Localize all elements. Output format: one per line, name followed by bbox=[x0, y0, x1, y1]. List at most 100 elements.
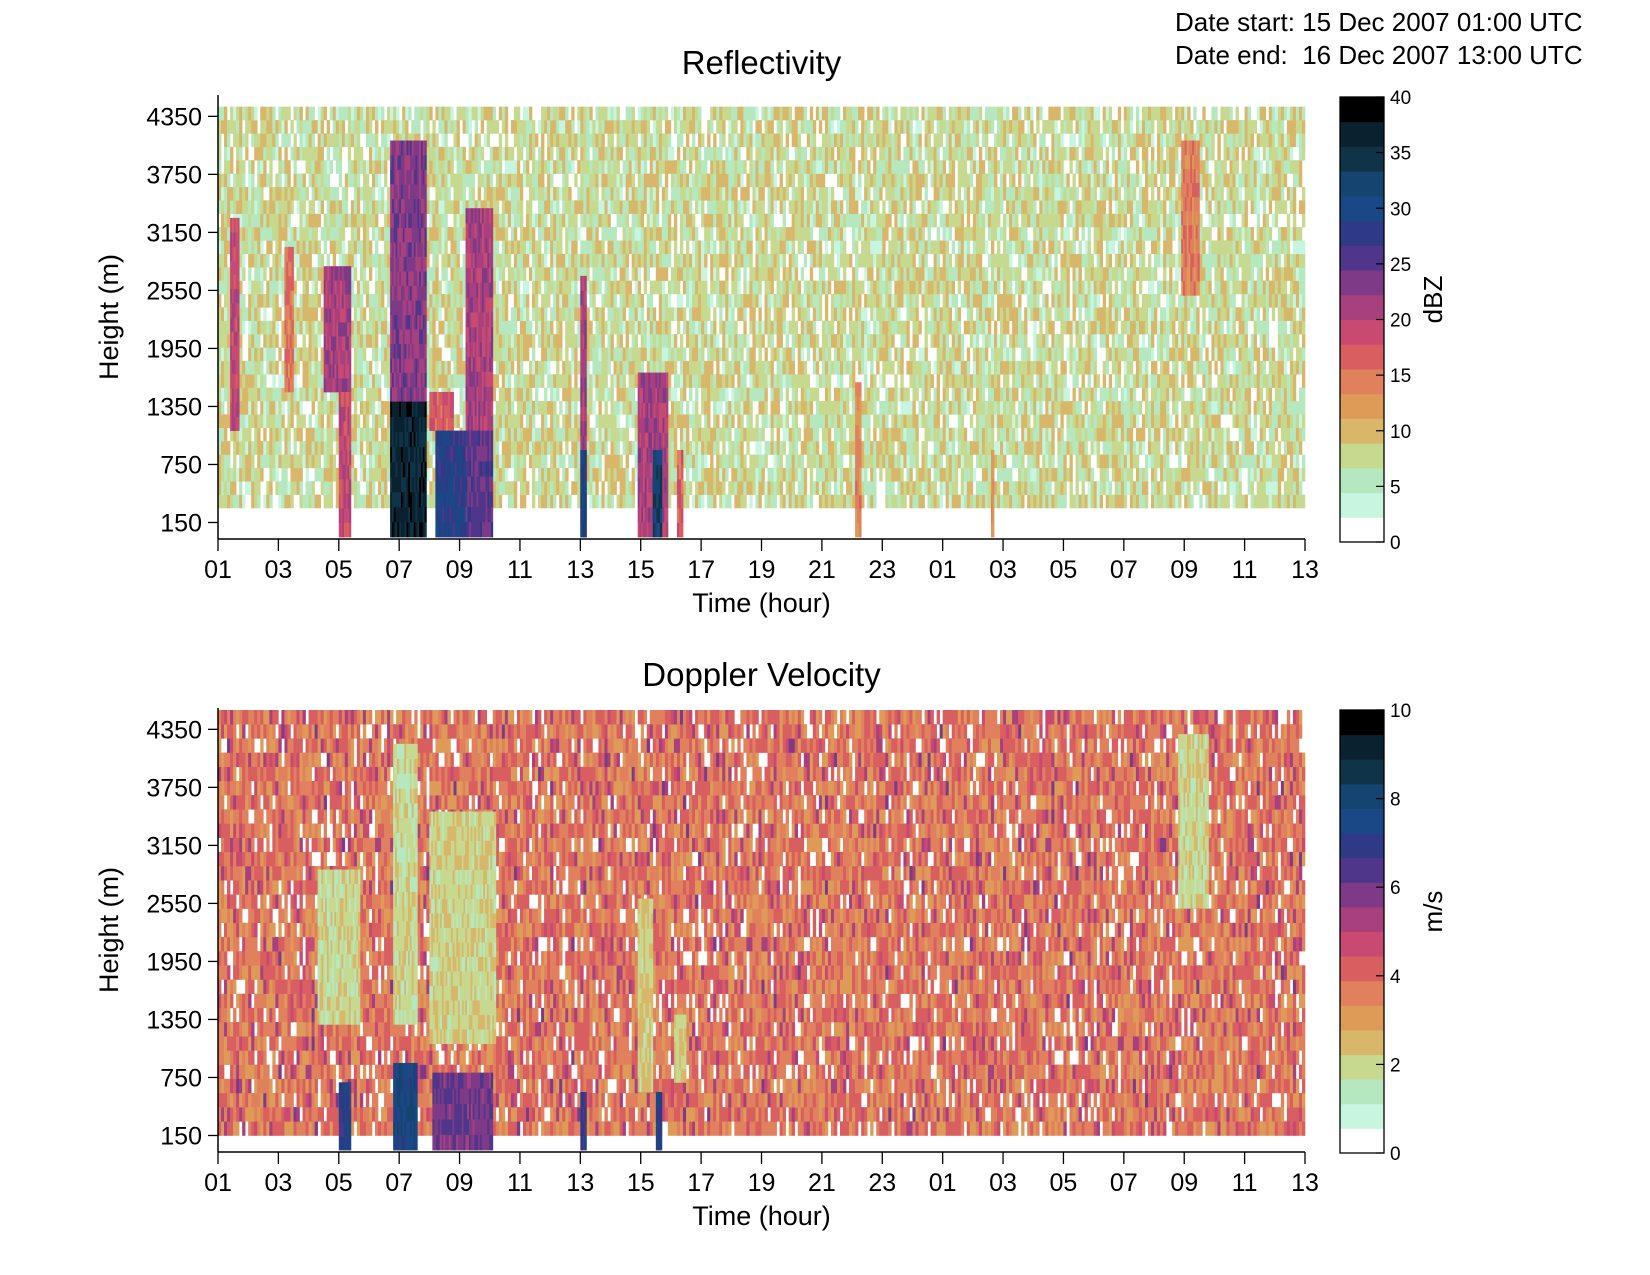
heatmap-cell bbox=[689, 374, 692, 388]
heatmap-cell bbox=[728, 481, 731, 495]
heatmap-cell bbox=[538, 240, 541, 254]
heatmap-cell bbox=[227, 160, 230, 174]
heatmap-cell bbox=[457, 200, 460, 214]
heatmap-cell bbox=[722, 133, 725, 147]
heatmap-cell bbox=[303, 147, 306, 161]
heatmap-cell bbox=[716, 334, 719, 348]
heatmap-cell bbox=[617, 281, 620, 295]
heatmap-cell bbox=[532, 361, 535, 375]
heatmap-cell bbox=[227, 468, 230, 482]
heatmap-cell bbox=[617, 120, 620, 134]
heatmap-cell bbox=[786, 120, 789, 134]
heatmap-cell bbox=[239, 428, 242, 442]
heatmap-cell bbox=[384, 307, 387, 321]
heatmap-cell bbox=[245, 214, 248, 228]
heatmap-cell bbox=[692, 401, 695, 415]
heatmap-cell bbox=[771, 401, 774, 415]
heatmap-cell bbox=[463, 414, 466, 428]
heatmap-cell bbox=[695, 414, 698, 428]
heatmap-cell bbox=[541, 495, 544, 509]
heatmap-cell bbox=[517, 281, 520, 295]
heatmap-cell bbox=[511, 441, 514, 455]
heatmap-cell bbox=[698, 347, 701, 361]
heatmap-cell bbox=[695, 107, 698, 121]
heatmap-cell bbox=[281, 495, 284, 509]
heatmap-cell bbox=[514, 133, 517, 147]
heatmap-cell bbox=[656, 334, 659, 348]
heatmap-cell bbox=[653, 361, 656, 375]
heatmap-cell bbox=[454, 120, 457, 134]
heatmap-cell bbox=[496, 481, 499, 495]
heatmap-cell bbox=[731, 347, 734, 361]
heatmap-cell bbox=[617, 160, 620, 174]
heatmap-cell bbox=[309, 361, 312, 375]
heatmap-cell bbox=[608, 160, 611, 174]
heatmap-cell bbox=[617, 347, 620, 361]
heatmap-cell bbox=[272, 107, 275, 121]
heatmap-cell bbox=[544, 401, 547, 415]
heatmap-cell bbox=[263, 321, 266, 335]
heatmap-cell bbox=[722, 294, 725, 308]
heatmap-cell bbox=[499, 495, 502, 509]
heatmap-cell bbox=[278, 481, 281, 495]
heatmap-cell bbox=[375, 294, 378, 308]
heatmap-cell bbox=[568, 321, 571, 335]
heatmap-cell bbox=[381, 441, 384, 455]
heatmap-cell bbox=[792, 281, 795, 295]
heatmap-cell bbox=[544, 334, 547, 348]
heatmap-cell bbox=[221, 374, 224, 388]
heatmap-cell bbox=[532, 254, 535, 268]
heatmap-cell bbox=[662, 361, 665, 375]
heatmap-cell bbox=[357, 414, 360, 428]
heatmap-cell bbox=[248, 374, 251, 388]
heatmap-cell bbox=[508, 454, 511, 468]
heatmap-cell bbox=[508, 174, 511, 188]
heatmap-cell bbox=[568, 187, 571, 201]
heatmap-cell bbox=[632, 240, 635, 254]
heatmap-cell bbox=[765, 267, 768, 281]
heatmap-cell bbox=[632, 347, 635, 361]
heatmap-cell bbox=[798, 334, 801, 348]
heatmap-cell bbox=[221, 454, 224, 468]
heatmap-cell bbox=[813, 388, 816, 402]
heatmap-cell bbox=[278, 187, 281, 201]
heatmap-cell bbox=[360, 240, 363, 254]
heatmap-cell bbox=[523, 307, 526, 321]
heatmap-cell bbox=[686, 214, 689, 228]
heatmap-cell bbox=[517, 160, 520, 174]
heatmap-cell bbox=[281, 388, 284, 402]
heatmap-cell bbox=[589, 481, 592, 495]
heatmap-cell bbox=[774, 374, 777, 388]
heatmap-cell bbox=[369, 200, 372, 214]
heatmap-cell bbox=[692, 307, 695, 321]
heatmap-cell bbox=[432, 307, 435, 321]
heatmap-cell bbox=[608, 481, 611, 495]
heatmap-cell bbox=[426, 374, 429, 388]
heatmap-cell bbox=[604, 454, 607, 468]
heatmap-cell bbox=[272, 334, 275, 348]
heatmap-cell bbox=[312, 307, 315, 321]
heatmap-cell bbox=[743, 133, 746, 147]
heatmap-cell bbox=[369, 254, 372, 268]
heatmap-cell bbox=[221, 227, 224, 241]
heatmap-cell bbox=[478, 187, 481, 201]
heatmap-cell bbox=[689, 321, 692, 335]
heatmap-cell bbox=[354, 267, 357, 281]
heatmap-cell bbox=[565, 347, 568, 361]
heatmap-cell bbox=[281, 454, 284, 468]
heatmap-cell bbox=[743, 240, 746, 254]
heatmap-cell bbox=[704, 254, 707, 268]
heatmap-cell bbox=[469, 133, 472, 147]
heatmap-cell bbox=[701, 388, 704, 402]
heatmap-cell bbox=[315, 214, 318, 228]
heatmap-cell bbox=[638, 347, 641, 361]
heatmap-cell bbox=[644, 347, 647, 361]
heatmap-cell bbox=[309, 495, 312, 509]
heatmap-cell bbox=[553, 200, 556, 214]
heatmap-cell bbox=[659, 254, 662, 268]
heatmap-cell bbox=[553, 187, 556, 201]
heatmap-cell bbox=[789, 495, 792, 509]
heatmap-cell bbox=[798, 401, 801, 415]
heatmap-cell bbox=[493, 321, 496, 335]
heatmap-cell bbox=[336, 401, 339, 415]
